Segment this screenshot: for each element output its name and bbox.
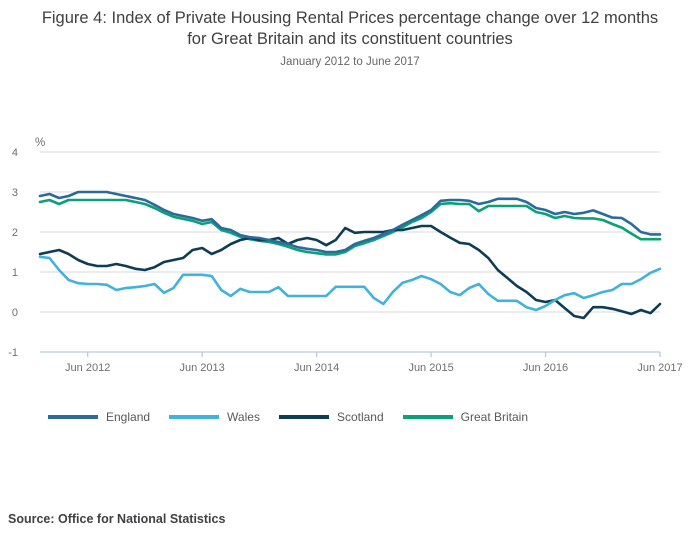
legend-item-scotland: Scotland: [278, 410, 384, 424]
x-tick-label: Jun 2016: [523, 362, 568, 374]
y-tick-label: 4: [12, 147, 18, 159]
y-tick-label: -1: [8, 347, 18, 359]
legend-item-wales: Wales: [169, 410, 260, 424]
legend-label-wales: Wales: [227, 410, 260, 424]
y-tick-label: 0: [12, 307, 18, 319]
source-note: Source: Office for National Statistics: [8, 512, 226, 526]
x-tick-label: Jun 2012: [65, 362, 110, 374]
legend-line-swatch-scotland: [278, 415, 329, 419]
figure-title: Figure 4: Index of Private Housing Renta…: [41, 9, 659, 48]
series-line-scotland: [38, 224, 662, 320]
series-line-england: [38, 190, 662, 254]
legend-label-scotland: Scotland: [336, 410, 384, 424]
y-axis-unit-label: %: [35, 137, 45, 149]
series-line-great-britain: [38, 198, 662, 256]
legend-label-great-britain: Great Britain: [460, 410, 529, 424]
legend: England Wales Scotland Great Britain: [48, 410, 528, 424]
legend-line-swatch-england: [48, 415, 98, 419]
legend-line-swatch-wales: [169, 415, 220, 419]
legend-line-swatch-great-britain: [402, 415, 453, 419]
y-tick-label: 2: [12, 227, 18, 239]
x-tick-label: Jun 2015: [408, 362, 453, 374]
x-tick-label: Jun 2014: [294, 362, 339, 374]
legend-item-england: England: [48, 410, 150, 424]
legend-item-great-britain: Great Britain: [402, 410, 529, 424]
x-tick-label: Jun 2013: [180, 362, 225, 374]
y-tick-label: 1: [12, 267, 18, 279]
figure-subtitle: January 2012 to June 2017: [280, 56, 420, 68]
series-line-wales: [38, 255, 662, 312]
x-tick-label: Jun 2017: [637, 362, 682, 374]
legend-label-england: England: [106, 410, 151, 424]
y-tick-label: 3: [12, 187, 18, 199]
line-chart: 4 3 2 1 0 -1% Jun 2012 Jun 2013 Jun 2014 Jun 2015…: [8, 137, 682, 374]
